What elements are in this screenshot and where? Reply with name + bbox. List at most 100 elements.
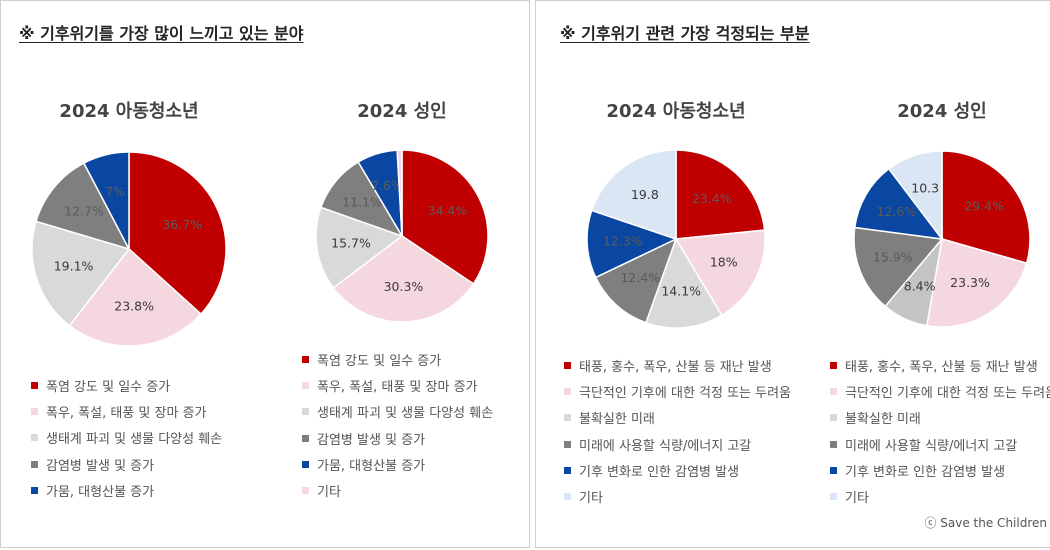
legend-swatch	[830, 493, 837, 501]
legend-item: 폭염 강도 및 일수 증가	[302, 346, 493, 372]
pie-slice	[853, 167, 944, 240]
legend-label: 기타	[845, 491, 869, 507]
legend-label: 기타	[579, 491, 603, 507]
legend-item: 불확실한 미래	[830, 405, 1050, 431]
pie-slice	[887, 150, 943, 242]
legend-item: 기후 변화로 인한 감염병 발생	[830, 457, 1050, 483]
legend-item: 태풍, 홍수, 폭우, 산불 등 재난 발생	[564, 352, 791, 378]
chart-title: 2024 아동청소년	[606, 101, 746, 122]
pie-slice	[594, 237, 678, 324]
legend-swatch	[564, 414, 571, 422]
slice-label: 7.6%	[371, 178, 403, 193]
pie-slice	[925, 238, 1028, 328]
legend-label: 생태계 파괴 및 생물 다양성 훼손	[317, 406, 494, 422]
legend-swatch	[31, 486, 38, 494]
pie-slice	[853, 226, 944, 308]
panel-title: ※ 기후위기를 가장 많이 느끼고 있는 분야	[19, 24, 304, 43]
slice-label: 12.6%	[876, 204, 916, 219]
slice-label: 12.3%	[603, 234, 643, 249]
legend-label: 태풍, 홍수, 폭우, 산불 등 재난 발생	[845, 359, 1038, 375]
legend-item: 극단적인 기후에 대한 걱정 또는 두려움	[564, 378, 791, 404]
legend-label: 극단적인 기후에 대한 걱정 또는 두려움	[845, 385, 1050, 401]
legend-swatch	[564, 387, 571, 395]
legend-item: 생태계 파괴 및 생물 다양성 훼손	[302, 399, 493, 425]
legend-item: 기후 변화로 인한 감염병 발생	[564, 457, 791, 483]
pie-slice	[644, 237, 723, 329]
pie-chart-youth-worry: 23.4% 18% 14.1%12.4% 12.3% 19.8	[586, 149, 766, 329]
slice-label: 18%	[710, 254, 738, 269]
chart-title: 2024 성인	[357, 101, 447, 122]
pie-slice	[31, 220, 131, 327]
pie-slice	[128, 151, 227, 316]
pie-slice	[68, 247, 203, 347]
slice-label: 7%	[105, 184, 125, 199]
slice-label: 23.3%	[950, 275, 990, 290]
legend-item: 생태계 파괴 및 생물 다양성 훼손	[31, 425, 222, 451]
legend-item: 가뭄, 대형산불 증가	[302, 451, 493, 477]
legend-swatch	[31, 407, 38, 415]
chart-title: 2024 아동청소년	[59, 101, 199, 122]
legend-label: 폭우, 폭설, 태풍 및 장마 증가	[46, 405, 207, 421]
legend-label: 기후 변화로 인한 감염병 발생	[579, 464, 740, 480]
pie-slice	[675, 149, 766, 240]
slice-label: 29.4%	[964, 199, 1004, 214]
legend-item: 기타	[564, 483, 791, 509]
legend-swatch	[830, 414, 837, 422]
panel-title: ※ 기후위기 관련 가장 걱정되는 부분	[560, 24, 810, 43]
legend-label: 감염병 발생 및 증가	[46, 458, 155, 474]
pie-slice	[332, 235, 475, 323]
legend-swatch	[564, 361, 571, 369]
pie-slice	[315, 206, 404, 289]
pie-slice	[35, 162, 131, 251]
legend-item: 폭우, 폭설, 태풍 및 장마 증가	[31, 398, 222, 424]
legend-swatch	[302, 487, 309, 495]
legend-label: 폭염 강도 및 일수 증가	[46, 379, 171, 395]
legend-item: 미래에 사용할 식량/에너지 고갈	[830, 431, 1050, 457]
legend-swatch	[564, 440, 571, 448]
slice-label: 10.3	[911, 180, 939, 195]
legend-label: 불확실한 미래	[579, 412, 655, 428]
legend-swatch	[302, 460, 309, 468]
slice-label: 34.4%	[428, 203, 468, 218]
pie-slice	[586, 209, 678, 279]
legend-item: 폭우, 폭설, 태풍 및 장마 증가	[302, 372, 493, 398]
pie-slice	[401, 149, 489, 285]
slice-label: 30.3%	[384, 279, 424, 294]
legend-swatch	[830, 387, 837, 395]
pie-chart-adult-worry: 29.4% 23.3% 8.4% 15.9% 12.6% 10.3	[853, 150, 1031, 328]
legend-item: 극단적인 기후에 대한 걱정 또는 두려움	[830, 378, 1050, 404]
slice-label: 15.9%	[873, 250, 913, 265]
legend-swatch	[31, 460, 38, 468]
left-panel: ※ 기후위기를 가장 많이 느끼고 있는 분야 2024 아동청소년 2024 …	[0, 0, 530, 548]
slice-label: 19.1%	[54, 258, 94, 273]
slice-label: 36.7%	[162, 217, 202, 232]
legend-item: 기타	[830, 483, 1050, 509]
legend-label: 폭염 강도 및 일수 증가	[317, 353, 442, 369]
legend-swatch	[830, 466, 837, 474]
legend-label: 불확실한 미래	[845, 412, 921, 428]
slice-label: 15.7%	[331, 235, 371, 250]
legend-label: 기타	[317, 485, 341, 501]
legend-swatch	[564, 466, 571, 474]
legend-label: 가뭄, 대형산불 증가	[46, 484, 155, 500]
legend-label: 극단적인 기후에 대한 걱정 또는 두려움	[579, 385, 792, 401]
legend-swatch	[302, 434, 309, 442]
copyright-credit: ⓒ Save the Children	[924, 516, 1047, 530]
legend-swatch	[31, 434, 38, 442]
pie-chart-adult-impact: 34.4% 30.3% 15.7% 11.1% 7.6%	[315, 149, 489, 323]
slice-label: 14.1%	[661, 284, 701, 299]
legend-swatch	[830, 440, 837, 448]
legend-item: 태풍, 홍수, 폭우, 산불 등 재난 발생	[830, 352, 1050, 378]
legend-swatch	[302, 408, 309, 416]
slice-label: 19.8	[631, 187, 659, 202]
pie-slice	[82, 151, 130, 250]
legend-label: 기후 변화로 인한 감염병 발생	[845, 464, 1006, 480]
chart-title: 2024 성인	[897, 101, 987, 122]
slice-label: 23.8%	[114, 298, 154, 313]
slice-label: 12.4%	[620, 270, 660, 285]
legend-label: 미래에 사용할 식량/에너지 고갈	[579, 438, 752, 454]
legend-item: 폭염 강도 및 일수 증가	[31, 372, 222, 398]
